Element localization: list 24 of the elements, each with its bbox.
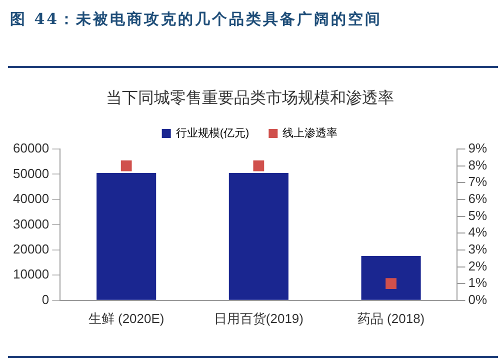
legend-label: 行业规模(亿元) bbox=[176, 126, 250, 140]
y2-tick-label: 3% bbox=[468, 242, 488, 257]
y2-tick-label: 5% bbox=[468, 208, 488, 223]
x-tick-label: 生鲜 (2020E) bbox=[88, 310, 164, 326]
x-tick-label: 日用百货(2019) bbox=[214, 310, 304, 326]
y2-tick-label: 4% bbox=[468, 224, 488, 240]
y2-tick-label: 7% bbox=[468, 174, 488, 190]
legend-label: 线上渗透率 bbox=[282, 126, 338, 140]
y-tick-label: 40000 bbox=[12, 191, 50, 206]
chart-subtitle: 当下同城零售重要品类市场规模和渗透率 bbox=[105, 88, 395, 109]
y2-tick-label: 1% bbox=[468, 275, 488, 290]
y-tick-label: 20000 bbox=[12, 242, 50, 257]
y-tick-label: 60000 bbox=[12, 140, 50, 156]
y2-tick-label: 6% bbox=[468, 191, 488, 206]
y2-tick-label: 2% bbox=[468, 258, 488, 274]
y2-tick-label: 9% bbox=[468, 140, 488, 156]
chart-title: 图 44：未被电商攻克的几个品类具备广阔的空间 bbox=[10, 10, 382, 29]
y2-tick-label: 8% bbox=[468, 157, 488, 172]
y2-tick-label: 0% bbox=[468, 292, 488, 307]
y-tick-label: 10000 bbox=[12, 266, 50, 282]
y-tick-label: 0 bbox=[42, 292, 50, 307]
x-tick-label: 药品 (2018) bbox=[357, 310, 425, 326]
y-tick-label: 50000 bbox=[12, 166, 50, 181]
y-tick-label: 30000 bbox=[12, 216, 50, 232]
